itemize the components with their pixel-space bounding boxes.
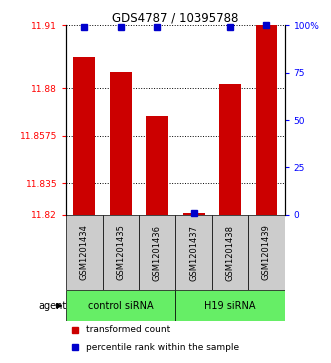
Text: GSM1201435: GSM1201435 <box>116 225 125 281</box>
Bar <box>183 213 205 215</box>
Bar <box>103 215 139 290</box>
Text: GSM1201436: GSM1201436 <box>153 224 162 281</box>
Text: GSM1201439: GSM1201439 <box>262 225 271 281</box>
Text: control siRNA: control siRNA <box>88 301 154 311</box>
Text: agent: agent <box>39 301 67 311</box>
Text: GSM1201434: GSM1201434 <box>80 225 89 281</box>
Text: H19 siRNA: H19 siRNA <box>204 301 256 311</box>
Text: transformed count: transformed count <box>86 326 170 334</box>
Bar <box>219 84 241 215</box>
Bar <box>175 290 285 321</box>
Text: GSM1201437: GSM1201437 <box>189 224 198 281</box>
Bar <box>256 25 277 215</box>
Bar <box>175 215 212 290</box>
Title: GDS4787 / 10395788: GDS4787 / 10395788 <box>112 11 239 24</box>
Bar <box>73 57 95 215</box>
Bar <box>66 215 103 290</box>
Bar <box>146 116 168 215</box>
Bar <box>66 290 175 321</box>
Bar <box>110 72 132 215</box>
Text: percentile rank within the sample: percentile rank within the sample <box>86 343 239 352</box>
Text: GSM1201438: GSM1201438 <box>225 224 235 281</box>
Bar <box>212 215 248 290</box>
Bar <box>248 215 285 290</box>
Bar <box>139 215 175 290</box>
